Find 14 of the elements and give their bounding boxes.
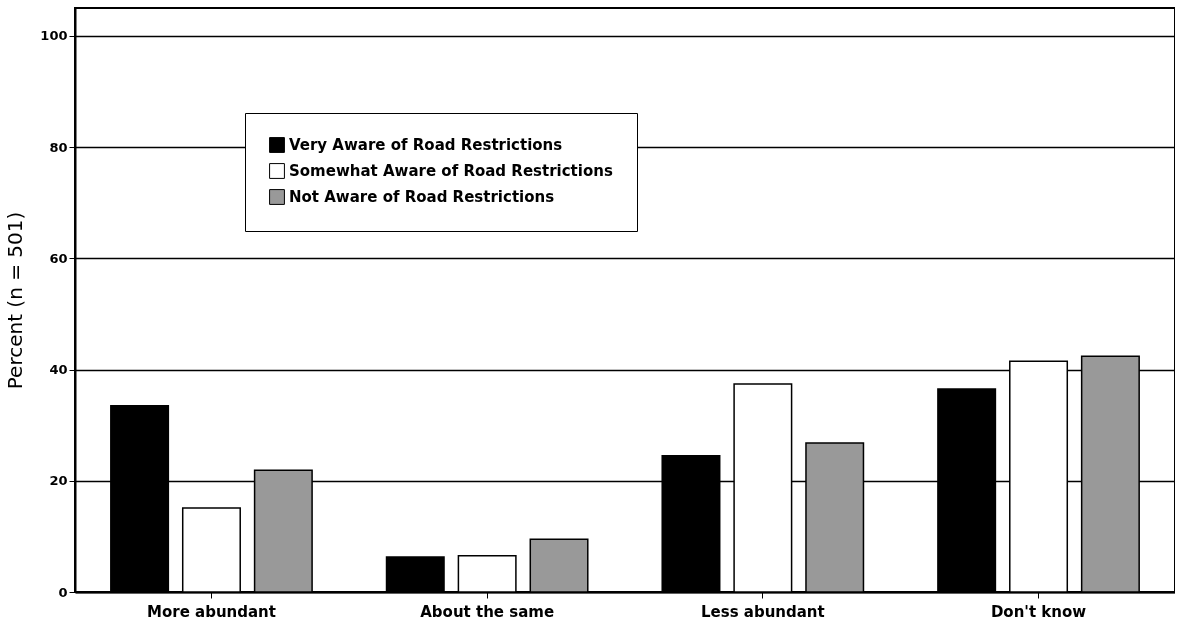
legend-label: Very Aware of Road Restrictions — [289, 136, 563, 154]
x-tick-label: More abundant — [146, 602, 276, 621]
y-tick-label: 100 — [40, 28, 68, 44]
y-axis-title: Percent (n = 501) — [3, 211, 28, 390]
y-tick-label: 0 — [58, 584, 68, 600]
y-tick-label: 40 — [49, 362, 68, 378]
x-tick-label: Less abundant — [700, 602, 825, 621]
legend-label: Not Aware of Road Restrictions — [289, 188, 555, 206]
y-tick-label: 80 — [49, 139, 68, 155]
x-tick-label: About the same — [420, 602, 555, 621]
x-tick-label: Don't know — [990, 602, 1087, 621]
y-tick-label: 20 — [49, 473, 68, 489]
y-tick-label: 60 — [49, 250, 68, 266]
legend-label: Somewhat Aware of Road Restrictions — [289, 162, 613, 180]
